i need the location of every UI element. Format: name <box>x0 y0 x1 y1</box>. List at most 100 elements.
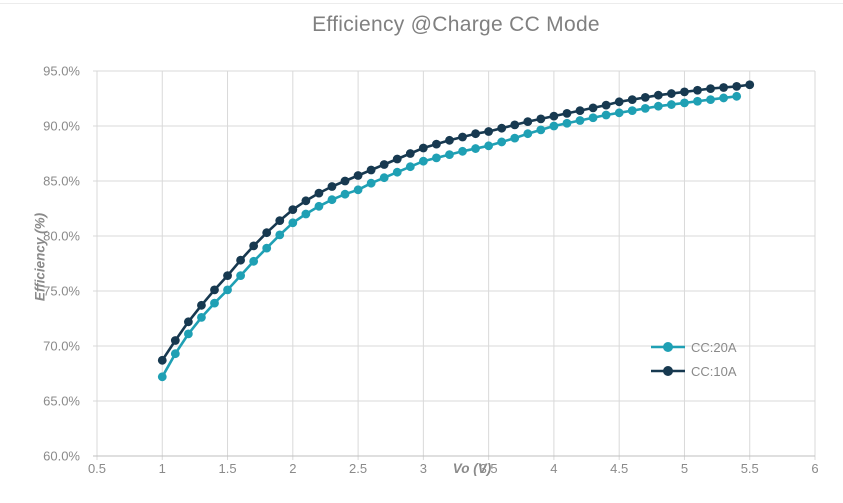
top-divider <box>0 3 843 4</box>
data-point <box>183 329 193 339</box>
legend-marker-cc20a-icon <box>651 342 685 352</box>
data-point <box>536 125 546 135</box>
data-point <box>249 241 259 251</box>
data-point <box>236 271 246 280</box>
data-point <box>379 173 389 183</box>
gridlines <box>93 70 816 460</box>
data-point <box>471 129 480 139</box>
data-point <box>314 201 324 211</box>
series-line <box>161 83 750 362</box>
axis-tick-labels: 60.0% 65.0% 70.0% 75.0% 80.0% 85.0% 90.0% 95.0%… <box>43 64 818 477</box>
data-point <box>170 349 180 359</box>
data-point <box>366 165 376 175</box>
data-point <box>327 195 337 205</box>
y-tick-label: 75.0% <box>43 284 80 299</box>
data-point <box>588 113 598 123</box>
data-point <box>484 141 494 151</box>
data-point <box>249 256 259 266</box>
data-point <box>445 150 454 160</box>
data-point <box>693 85 702 95</box>
y-tick-label: 65.0% <box>43 394 80 409</box>
data-point <box>379 160 389 169</box>
data-point <box>432 153 441 163</box>
data-point <box>575 106 585 115</box>
data-point <box>445 135 454 145</box>
data-point <box>262 243 272 253</box>
data-point <box>562 108 572 118</box>
data-point <box>301 209 311 219</box>
data-point <box>680 98 689 108</box>
x-tick-label: 6 <box>811 461 818 476</box>
data-point <box>183 317 193 327</box>
data-point <box>157 355 167 365</box>
legend-label-cc20a: CC:20A <box>691 339 737 355</box>
data-point <box>510 133 520 143</box>
data-point <box>405 149 415 158</box>
data-point <box>275 216 285 226</box>
data-point <box>197 313 206 322</box>
data-point <box>197 300 206 310</box>
data-point <box>562 118 572 128</box>
data-point <box>732 91 742 101</box>
data-point <box>314 188 324 198</box>
data-point <box>680 87 689 97</box>
data-point <box>497 137 507 147</box>
y-tick-label: 80.0% <box>43 229 80 244</box>
y-tick-label: 60.0% <box>43 449 80 464</box>
data-point <box>392 154 402 164</box>
data-point <box>210 298 219 308</box>
data-point <box>510 120 520 130</box>
legend-marker-cc10a-icon <box>651 366 685 376</box>
data-point <box>353 171 363 180</box>
data-point <box>327 182 337 191</box>
data-point <box>484 127 494 136</box>
data-point <box>588 103 598 113</box>
data-point <box>627 106 637 115</box>
data-point <box>223 271 232 280</box>
data-point <box>575 116 585 125</box>
legend-label-cc10a: CC:10A <box>691 363 737 379</box>
data-point <box>471 144 480 153</box>
x-tick-label: 5.5 <box>741 461 759 476</box>
data-point <box>614 108 624 118</box>
y-tick-label: 90.0% <box>43 119 80 134</box>
y-axis-title: Efficiency (%) <box>32 212 48 302</box>
data-point <box>614 97 624 107</box>
data-point <box>288 205 298 215</box>
data-point <box>536 114 546 124</box>
y-tick-label: 85.0% <box>43 174 80 189</box>
data-point <box>601 100 611 110</box>
legend-item-cc10a: CC:10A <box>650 359 737 383</box>
data-point <box>719 83 729 92</box>
data-point <box>418 143 428 153</box>
data-point <box>288 218 298 228</box>
legend-item-cc20a: CC:20A <box>650 335 737 359</box>
x-tick-label: 3.5 <box>480 461 498 476</box>
data-point <box>745 80 755 90</box>
data-point <box>340 176 350 186</box>
x-axis-title: Vo (V) <box>452 461 492 476</box>
y-tick-label: 70.0% <box>43 339 80 354</box>
data-point <box>236 255 246 265</box>
data-point <box>432 139 441 149</box>
data-point <box>667 100 676 109</box>
data-point <box>732 82 742 91</box>
data-point <box>301 196 311 206</box>
data-point <box>693 96 702 106</box>
data-point <box>392 167 402 177</box>
data-point <box>706 95 715 104</box>
data-point <box>653 101 663 111</box>
data-point <box>667 89 676 98</box>
series-cc10a <box>157 80 755 365</box>
data-point <box>523 129 533 139</box>
data-point <box>405 162 415 172</box>
data-point <box>627 95 637 104</box>
x-tick-label: 1.5 <box>219 461 237 476</box>
x-tick-label: 0.5 <box>88 461 106 476</box>
data-point <box>262 228 272 238</box>
x-tick-label: 4 <box>550 461 557 476</box>
x-tick-label: 3 <box>420 461 427 476</box>
x-tick-label: 2 <box>289 461 296 476</box>
